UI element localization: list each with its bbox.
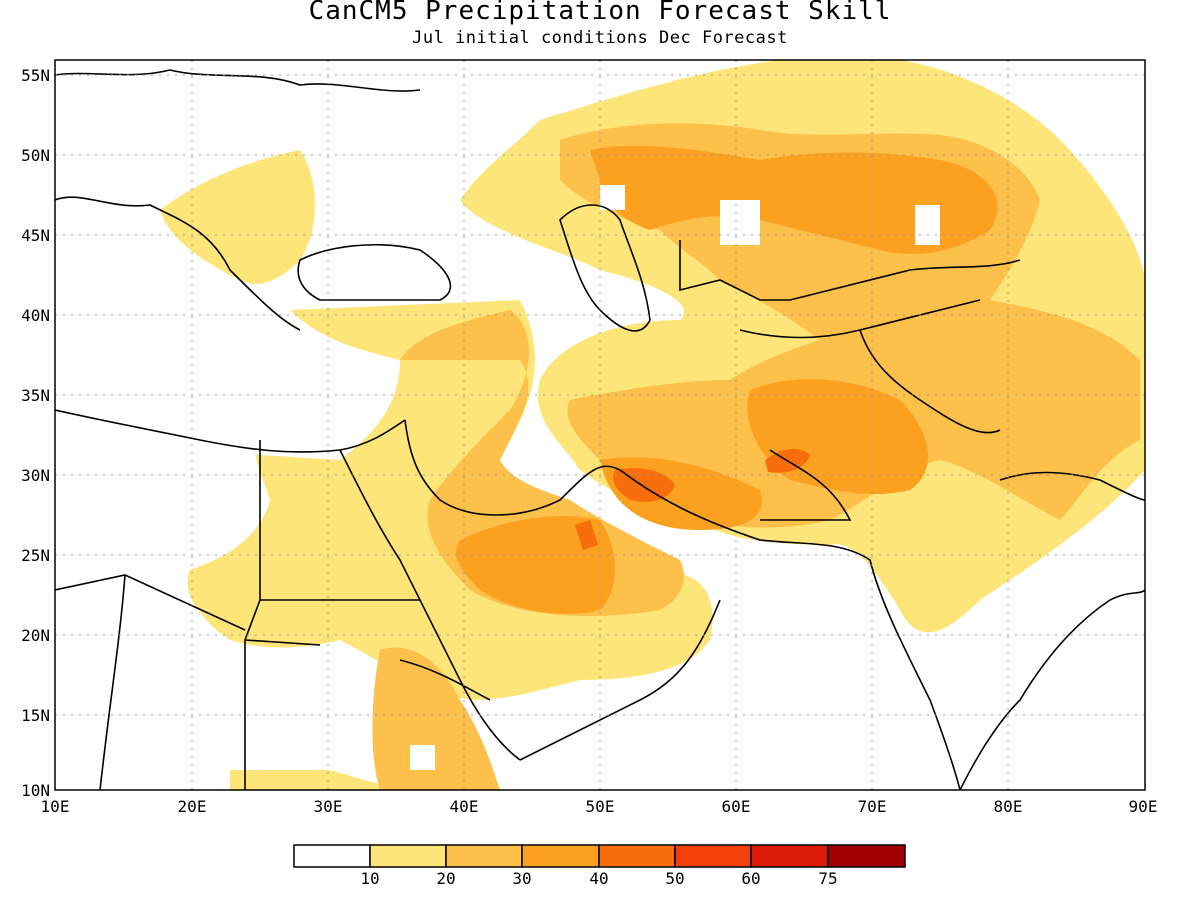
lon-label: 60E: [722, 797, 751, 816]
colorbar-label: 20: [436, 869, 455, 888]
lon-label: 10E: [41, 797, 70, 816]
lat-label: 25N: [21, 546, 50, 565]
plot-frame: [54, 59, 1146, 791]
lon-label: 90E: [1129, 797, 1158, 816]
lon-label: 50E: [586, 797, 615, 816]
lon-label: 70E: [858, 797, 887, 816]
colorbar-label: 10: [360, 869, 379, 888]
colorbar-swatch: [750, 844, 829, 868]
colorbar-label: 75: [818, 869, 837, 888]
colorbar-label: 40: [589, 869, 608, 888]
lon-label: 80E: [994, 797, 1023, 816]
lat-label: 50N: [21, 146, 50, 165]
lat-labels: 55N 50N 45N 40N 35N 30N 25N 20N 15N 10N: [21, 66, 50, 800]
colorbar-label: 30: [512, 869, 531, 888]
skill-contours: [160, 60, 1145, 790]
colorbar-swatch: [827, 844, 906, 868]
lat-label: 55N: [21, 66, 50, 85]
lat-label: 40N: [21, 306, 50, 325]
lat-label: 20N: [21, 626, 50, 645]
colorbar: 10 20 30 40 50 60 75: [293, 844, 906, 888]
colorbar-swatch: [293, 844, 371, 868]
map-subtitle: Jul initial conditions Dec Forecast: [412, 28, 788, 48]
lat-label: 35N: [21, 386, 50, 405]
colorbar-swatch: [521, 844, 600, 868]
colorbar-swatch: [674, 844, 752, 868]
map-title: CanCM5 Precipitation Forecast Skill: [308, 0, 892, 26]
lon-label: 30E: [314, 797, 343, 816]
colorbar-label: 60: [741, 869, 760, 888]
lat-label: 15N: [21, 706, 50, 725]
lat-label: 45N: [21, 226, 50, 245]
colorbar-label: 50: [665, 869, 684, 888]
colorbar-swatch: [445, 844, 523, 868]
lon-labels: 10E 20E 30E 40E 50E 60E 70E 80E 90E: [41, 797, 1158, 816]
lon-label: 40E: [450, 797, 479, 816]
gridlines: [55, 60, 1145, 790]
lon-label: 20E: [178, 797, 207, 816]
colorbar-swatch: [369, 844, 447, 868]
lat-label: 30N: [21, 466, 50, 485]
coastlines: [55, 69, 1145, 790]
lat-label: 10N: [21, 781, 50, 800]
colorbar-swatch: [598, 844, 676, 868]
